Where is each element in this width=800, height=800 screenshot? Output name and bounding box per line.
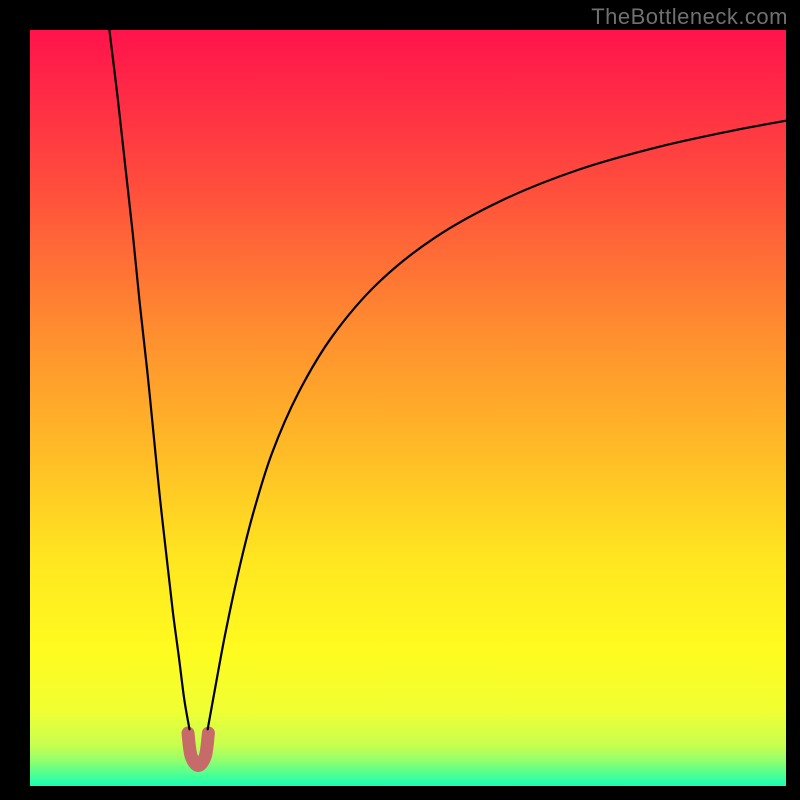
plot-area bbox=[30, 30, 786, 786]
background-gradient bbox=[30, 30, 786, 786]
chart-root: TheBottleneck.com bbox=[0, 0, 800, 800]
watermark-text: TheBottleneck.com bbox=[591, 4, 788, 30]
